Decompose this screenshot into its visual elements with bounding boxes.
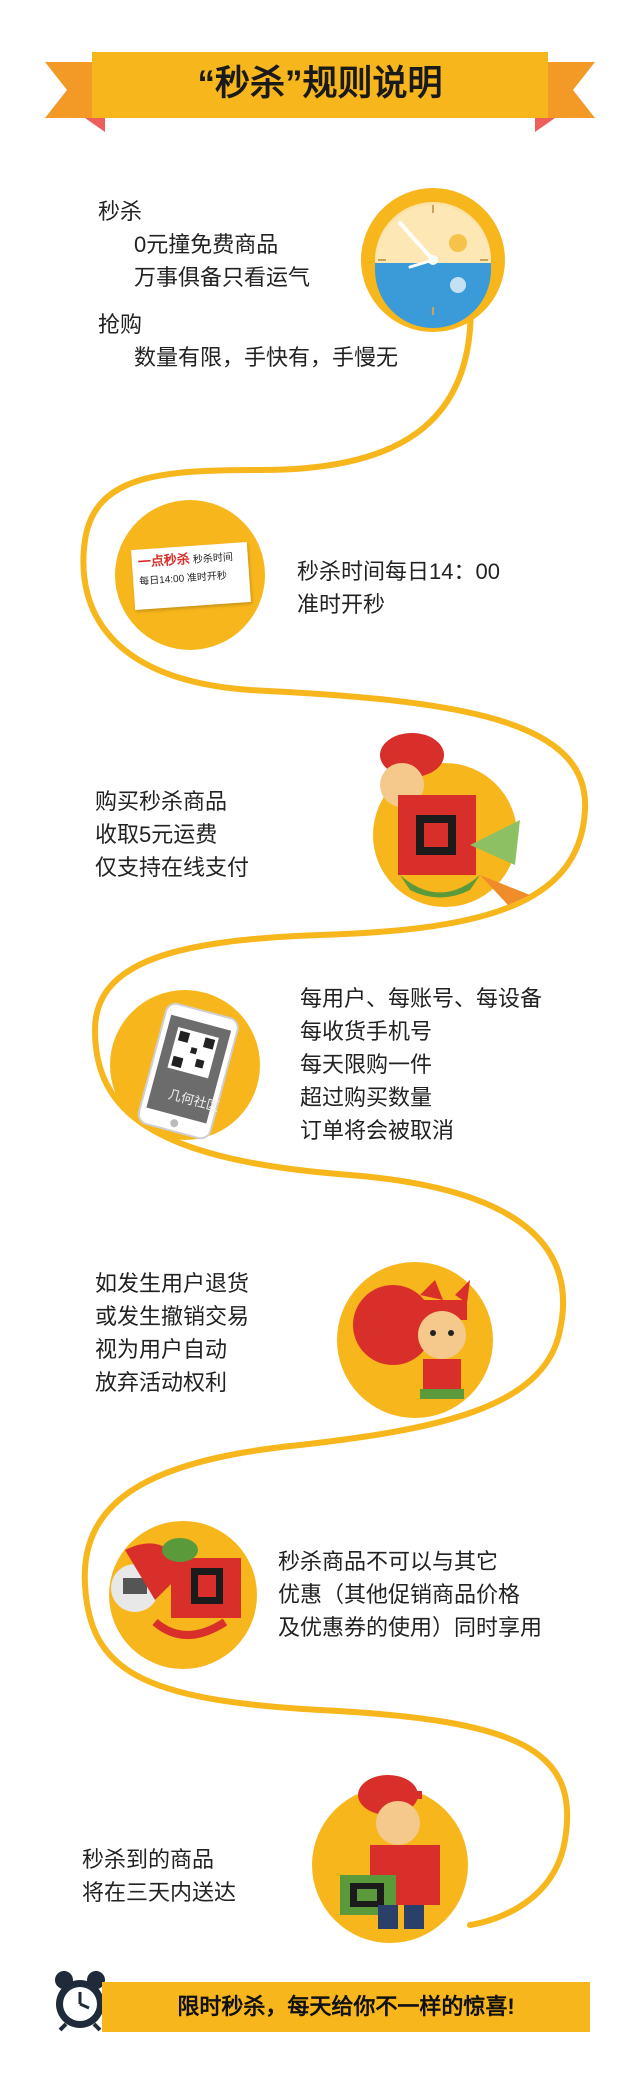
section-delivery-text: 秒杀到的商品 将在三天内送达 [82, 1843, 236, 1909]
discount-line: 优惠（其他促销商品价格 [278, 1582, 521, 1607]
heading-qianggou: 抢购 [98, 312, 143, 337]
limit-line: 每用户、每账号、每设备 [300, 986, 543, 1011]
mascot-icon [312, 1775, 468, 1943]
clock-icon [361, 188, 505, 332]
card-brand: 一点秒杀 [137, 551, 191, 570]
card-label: 秒杀时间 [192, 552, 234, 566]
phone-qr-icon [137, 1002, 239, 1140]
section-payment-text: 购买秒杀商品 收取5元运费 仅支持在线支付 [95, 785, 249, 884]
page-title: “秒杀”规则说明 [197, 64, 443, 103]
limit-line: 每收货手机号 [300, 1019, 433, 1044]
section-time-text: 秒杀时间每日14：00 准时开秒 [297, 555, 500, 621]
payment-line: 仅支持在线支付 [95, 855, 250, 880]
mascot-icon [109, 1521, 257, 1669]
seckill-time-card: 一点秒杀 秒杀时间 每日14:00 准时开秒 [131, 542, 251, 610]
section-refund-text: 如发生用户退货 或发生撤销交易 视为用户自动 放弃活动权利 [95, 1267, 249, 1399]
heading-miaosha: 秒杀 [98, 199, 143, 224]
payment-line: 收取5元运费 [95, 822, 218, 847]
title-ribbon [45, 52, 595, 132]
section-discount-text: 秒杀商品不可以与其它 优惠（其他促销商品价格 及优惠券的使用）同时享用 [278, 1545, 542, 1644]
intro-line: 万事俱备只看运气 [134, 265, 311, 290]
intro-line: 数量有限，手快有，手慢无 [134, 345, 399, 370]
footer-slogan: 限时秒杀，每天给你不一样的惊喜! [177, 1994, 515, 2019]
footer-banner [102, 1982, 590, 2032]
payment-line: 购买秒杀商品 [95, 789, 228, 814]
alarm-clock-icon [55, 1971, 105, 2032]
refund-line: 或发生撤销交易 [95, 1304, 250, 1329]
limit-line: 每天限购一件 [300, 1052, 433, 1077]
intro-line: 0元撞免费商品 [134, 232, 279, 257]
time-line: 准时开秒 [297, 592, 386, 617]
section-limit-text: 每用户、每账号、每设备 每收货手机号 每天限购一件 超过购买数量 订单将会被取消 [300, 982, 542, 1147]
refund-line: 视为用户自动 [95, 1337, 228, 1362]
delivery-line: 将在三天内送达 [82, 1880, 237, 1905]
discount-line: 及优惠券的使用）同时享用 [278, 1615, 543, 1640]
mascot-icon [373, 733, 530, 907]
section-intro-text: 秒杀 0元撞免费商品 万事俱备只看运气 抢购 数量有限，手快有，手慢无 [98, 195, 398, 374]
refund-line: 放弃活动权利 [95, 1370, 228, 1395]
limit-line: 超过购买数量 [300, 1085, 433, 1110]
discount-line: 秒杀商品不可以与其它 [278, 1549, 499, 1574]
limit-line: 订单将会被取消 [300, 1118, 455, 1143]
refund-line: 如发生用户退货 [95, 1271, 250, 1296]
delivery-line: 秒杀到的商品 [82, 1847, 215, 1872]
time-line: 秒杀时间每日14：00 [297, 559, 500, 584]
mascot-icon [337, 1262, 493, 1418]
